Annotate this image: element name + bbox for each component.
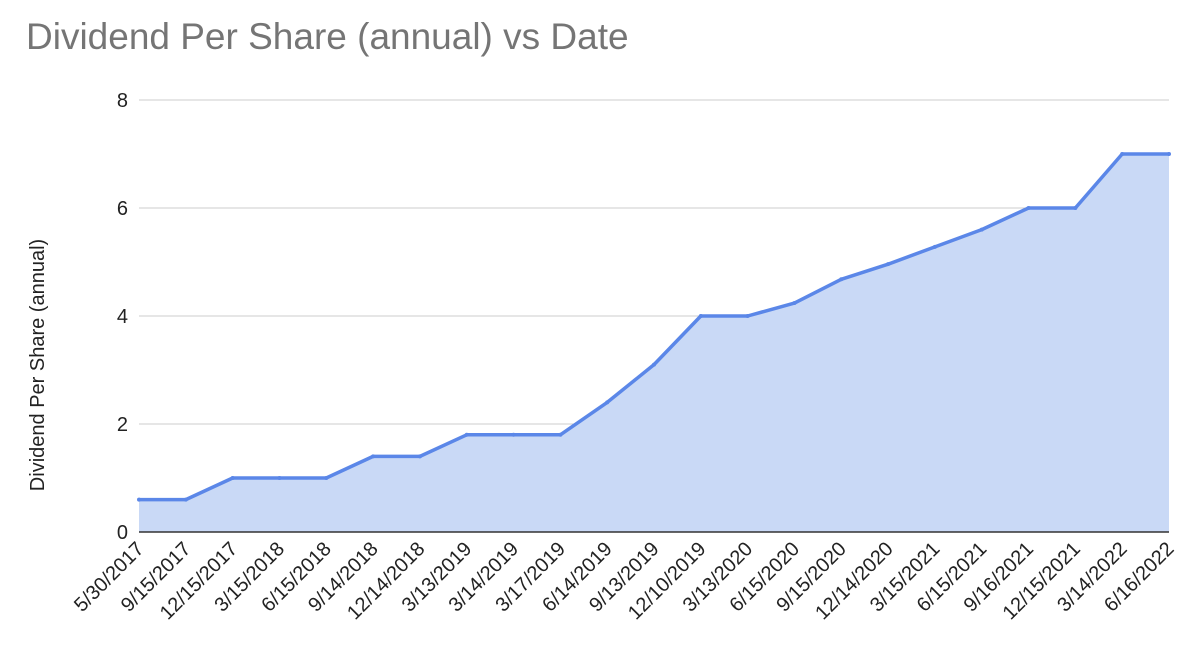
data-point <box>792 301 797 306</box>
data-point <box>698 314 703 318</box>
data-point <box>605 400 610 405</box>
data-point <box>230 476 235 480</box>
data-point <box>511 432 516 437</box>
data-point <box>979 227 984 232</box>
data-point <box>652 362 656 367</box>
chart-title: Dividend Per Share (annual) vs Date <box>26 16 629 57</box>
y-tick-label: 0 <box>117 522 128 544</box>
data-point <box>932 244 937 249</box>
y-tick-label: 2 <box>117 414 128 436</box>
x-tick-labels: 5/30/20179/15/201712/15/20173/15/20186/1… <box>70 538 1178 624</box>
data-point <box>1026 206 1031 210</box>
data-point <box>886 262 891 267</box>
data-point <box>324 476 329 480</box>
y-axis-title: Dividend Per Share (annual) <box>27 239 49 491</box>
y-tick-label: 4 <box>117 306 128 328</box>
data-point <box>558 432 563 437</box>
data-point <box>745 314 750 318</box>
y-tick-label: 8 <box>117 90 128 112</box>
data-point <box>1120 152 1125 156</box>
data-point <box>1167 152 1171 156</box>
data-point <box>1073 206 1078 210</box>
series-area-fill <box>139 154 1169 532</box>
data-point <box>417 454 422 459</box>
data-point <box>464 432 469 437</box>
data-point <box>371 454 376 459</box>
data-point <box>137 497 141 502</box>
data-point <box>839 277 844 282</box>
data-point <box>277 476 282 480</box>
data-point <box>183 497 188 502</box>
y-tick-labels: 0 2 4 6 8 <box>117 90 128 544</box>
y-tick-label: 6 <box>117 198 128 220</box>
